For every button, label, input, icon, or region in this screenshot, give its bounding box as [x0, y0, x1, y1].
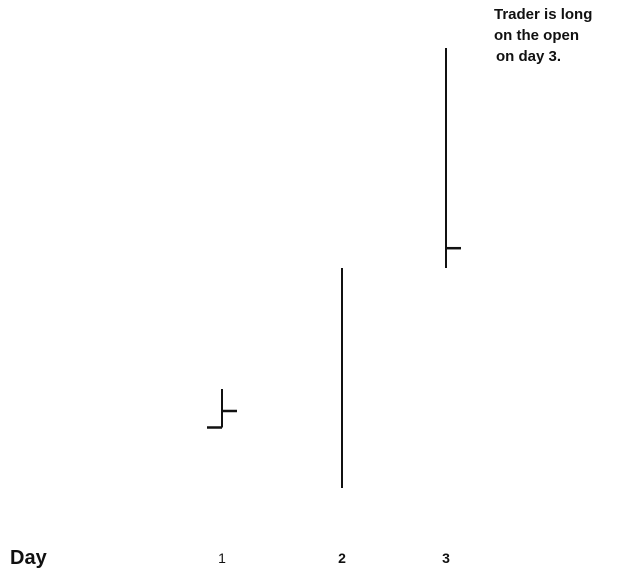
x-tick-label: 2: [338, 550, 346, 566]
x-tick-label: 1: [218, 550, 226, 566]
chart-annotation: Trader is long on the open on day 3.: [494, 4, 592, 67]
annotation-line-1: Trader is long: [494, 6, 593, 23]
annotation-line-2: on the open: [494, 27, 579, 44]
price-bar-day-3: [445, 48, 461, 268]
annotation-line-3: on day 3.: [496, 48, 562, 65]
price-bars: [207, 48, 461, 488]
x-axis-label: Day: [10, 547, 48, 569]
price-bar-day-1: [207, 389, 237, 429]
x-tick-label: 3: [442, 550, 450, 566]
x-tick-labels: 1 2 3: [218, 550, 450, 566]
